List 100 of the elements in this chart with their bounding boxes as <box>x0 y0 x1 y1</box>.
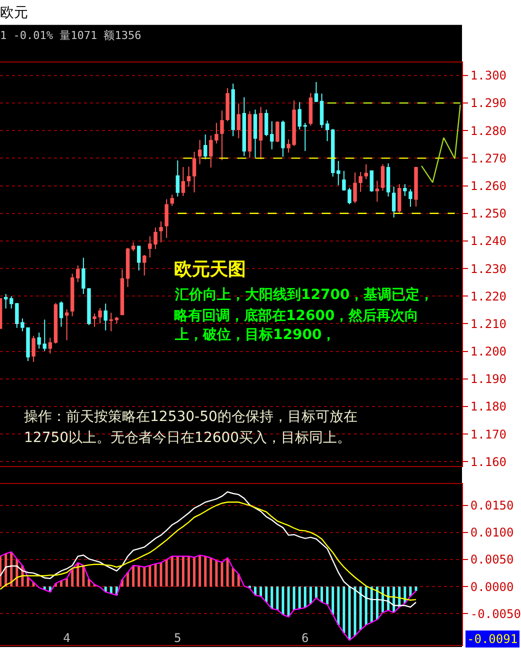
candlestick <box>320 93 324 128</box>
candlestick <box>253 109 258 158</box>
candlestick <box>370 170 374 192</box>
candlestick <box>198 139 202 165</box>
bar <box>354 586 356 636</box>
candlestick <box>314 82 318 103</box>
bar <box>148 565 152 587</box>
candlestick <box>226 88 230 122</box>
candlestick <box>10 296 14 310</box>
annotation: 略有回调，底部在12600，然后再次向 <box>174 307 419 324</box>
y-tick-label: 1.300 <box>470 68 507 83</box>
candlestick <box>64 308 69 341</box>
bar <box>193 557 196 587</box>
y-tick-label: 1.270 <box>470 151 507 166</box>
bar <box>176 556 179 587</box>
bar <box>82 565 85 587</box>
candlestick <box>4 293 8 310</box>
y-tick-label: 0.0000 <box>470 580 514 594</box>
candlestick <box>358 171 362 192</box>
bar <box>215 560 218 587</box>
bar <box>204 556 207 587</box>
annotation: 欧元天图 <box>174 259 246 280</box>
candlestick <box>114 316 119 324</box>
candlestick <box>276 120 280 143</box>
candlestick <box>142 254 146 276</box>
y-tick-label: 1.210 <box>470 316 507 331</box>
candlestick <box>258 106 263 160</box>
bar <box>143 567 146 587</box>
y-tick-label: -0.0050 <box>470 606 521 621</box>
bar <box>26 577 30 587</box>
bar <box>332 586 334 615</box>
bar <box>132 565 135 587</box>
candlestick <box>336 160 340 186</box>
candlestick <box>375 180 380 202</box>
bar <box>314 586 318 598</box>
candlestick <box>325 120 330 142</box>
bar <box>270 586 274 609</box>
candlestick <box>298 102 302 130</box>
candlestick <box>248 110 252 158</box>
y-tick-label: 1.260 <box>470 178 507 193</box>
candlestick <box>364 164 368 180</box>
line-series <box>420 104 461 184</box>
bar <box>370 586 373 622</box>
chart-subtitle: 1 -0.01% 量1071 额1356 <box>0 29 142 42</box>
candlestick <box>303 122 307 152</box>
candlestick <box>70 273 74 317</box>
candlestick <box>37 332 41 350</box>
candlestick <box>126 247 130 288</box>
bar <box>342 586 346 634</box>
candlestick <box>136 246 141 271</box>
annotation: 12750以上。无仓者今日在12600买入，目标同上。 <box>24 430 352 446</box>
bar <box>187 556 190 587</box>
y-tick-label: 1.240 <box>470 234 507 248</box>
x-tick-label: 6 <box>302 631 309 646</box>
chart-title: 欧元 <box>0 5 28 21</box>
candlestick <box>408 188 412 208</box>
bar <box>66 578 68 587</box>
annotation: 上，破位，目标12900， <box>174 327 336 343</box>
candlestick <box>308 92 313 126</box>
annotation: 操作：前天按策略在12530-50的仓保持，目标可放在 <box>24 409 358 425</box>
bar <box>337 586 340 625</box>
y-tick-label: 1.290 <box>470 96 507 110</box>
bar <box>260 586 262 596</box>
candlestick <box>109 312 113 332</box>
y-tick-label: 0.0100 <box>470 526 514 540</box>
x-tick-label: 4 <box>63 631 70 646</box>
bar <box>154 564 157 587</box>
bar <box>287 586 290 617</box>
candlestick <box>204 134 208 160</box>
bar <box>0 556 2 587</box>
candlestick <box>353 172 357 204</box>
y-tick-label: 1.200 <box>470 344 507 359</box>
y-tick-label: 0.0050 <box>470 552 514 567</box>
bar <box>110 586 112 594</box>
bar <box>348 586 351 640</box>
bar <box>265 586 268 602</box>
bar <box>409 586 412 596</box>
bar <box>282 586 284 615</box>
bar <box>309 586 312 604</box>
candlestick <box>330 128 335 178</box>
bar <box>198 555 202 587</box>
y-tick-label: 1.250 <box>470 206 507 221</box>
y-tick-label: 1.280 <box>470 124 507 138</box>
bar <box>160 562 162 587</box>
y-tick-label: 1.230 <box>470 262 507 276</box>
candlestick <box>192 151 196 193</box>
y-tick-label: 1.160 <box>470 454 507 469</box>
bar <box>298 586 301 609</box>
bar <box>182 556 184 587</box>
candlestick <box>236 103 240 139</box>
candlestick <box>386 162 390 198</box>
bar <box>359 586 362 630</box>
candlestick <box>120 268 124 316</box>
bar <box>138 566 140 587</box>
candlestick <box>170 194 174 206</box>
bar <box>320 586 324 602</box>
candlestick <box>32 335 36 362</box>
bar <box>165 560 168 587</box>
bar <box>304 586 306 608</box>
candlestick <box>398 184 402 214</box>
